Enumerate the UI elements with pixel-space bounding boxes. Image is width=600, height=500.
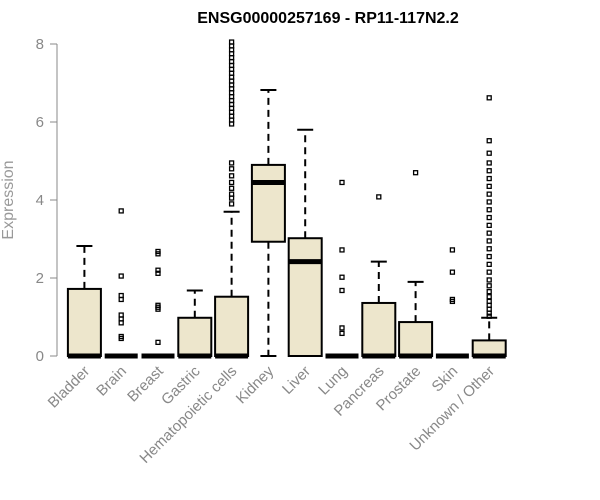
- outlier-point: [486, 310, 492, 316]
- outlier-point: [486, 288, 492, 295]
- outlier-point: [486, 95, 492, 101]
- box-breast: [141, 248, 175, 359]
- box-iqr: [361, 301, 397, 357]
- box-iqr: [66, 287, 102, 358]
- outlier-point: [228, 185, 235, 191]
- outlier-point: [486, 183, 492, 190]
- outlier-point: [339, 330, 345, 337]
- outlier-point: [376, 194, 382, 200]
- outlier-point: [228, 173, 235, 179]
- outlier-point: [339, 179, 345, 186]
- outlier-point: [449, 298, 456, 305]
- chart-title: ENSG00000257169 - RP11-117N2.2: [197, 10, 459, 27]
- outlier-point: [486, 214, 492, 221]
- outlier-point: [228, 121, 235, 127]
- outlier-point: [118, 208, 124, 214]
- box-gastric: [177, 289, 213, 359]
- outlier-point: [486, 253, 492, 260]
- box-prostate: [398, 170, 434, 359]
- outlier-point: [486, 222, 492, 229]
- outlier-point: [118, 320, 124, 326]
- y-tick-label: 6: [36, 114, 44, 131]
- x-tick-label: Bladder: [45, 363, 94, 412]
- outlier-point: [412, 170, 419, 176]
- y-tick-label: 8: [36, 36, 44, 53]
- outlier-point: [486, 277, 492, 283]
- outlier-point: [155, 339, 161, 346]
- y-axis-label: Expression: [0, 160, 17, 239]
- outlier-point: [339, 274, 345, 280]
- outlier-point: [486, 160, 492, 166]
- outlier-point: [486, 230, 492, 236]
- outlier-point: [486, 138, 492, 144]
- outlier-point: [155, 251, 161, 257]
- outlier-point: [118, 296, 124, 303]
- box-bladder: [66, 245, 102, 359]
- x-tick-label: Kidney: [233, 362, 278, 407]
- x-tick-label: Liver: [279, 363, 314, 398]
- box-hematopoietic-cells: [214, 39, 250, 359]
- outlier-point: [449, 247, 456, 253]
- box-kidney: [250, 89, 286, 357]
- outlier-point: [486, 175, 492, 182]
- outlier-point: [228, 179, 235, 186]
- outlier-point: [449, 269, 456, 275]
- box-iqr: [398, 321, 434, 358]
- outlier-point: [118, 273, 124, 279]
- y-tick-label: 4: [36, 192, 44, 209]
- box-brain: [104, 208, 138, 359]
- outlier-point: [228, 166, 235, 172]
- outlier-point: [339, 287, 345, 294]
- box-iqr: [250, 163, 286, 243]
- outlier-point: [155, 270, 161, 276]
- y-tick-label: 2: [36, 270, 44, 287]
- outlier-point: [486, 261, 492, 268]
- outlier-point: [339, 247, 345, 253]
- x-tick-label: Skin: [429, 363, 462, 396]
- outlier-point: [486, 313, 492, 319]
- outlier-point: [228, 201, 235, 207]
- outlier-point: [339, 325, 345, 331]
- box-iqr: [177, 316, 213, 357]
- outlier-point: [486, 207, 492, 213]
- y-tick-label: 0: [36, 348, 44, 365]
- box-pancreas: [361, 194, 397, 359]
- box-liver: [287, 128, 323, 357]
- box-group: [66, 39, 507, 359]
- outlier-point: [486, 150, 492, 156]
- box-skin: [435, 247, 469, 359]
- outlier-point: [118, 335, 124, 342]
- outlier-point: [486, 269, 492, 275]
- outlier-point: [486, 191, 492, 197]
- box-iqr: [287, 237, 323, 357]
- y-axis: 0 2 4 6 8: [36, 36, 58, 365]
- outlier-point: [486, 199, 492, 205]
- box-iqr: [214, 295, 250, 357]
- outlier-point: [486, 238, 492, 244]
- outlier-point: [486, 168, 492, 174]
- outlier-point: [486, 294, 492, 300]
- outlier-point: [155, 306, 161, 312]
- outlier-point: [228, 160, 235, 166]
- outlier-point: [228, 195, 235, 201]
- outlier-point: [155, 267, 161, 273]
- outlier-point: [486, 283, 492, 289]
- box-lung: [325, 179, 359, 359]
- outlier-point: [486, 246, 492, 252]
- box-unknown-other: [471, 95, 507, 359]
